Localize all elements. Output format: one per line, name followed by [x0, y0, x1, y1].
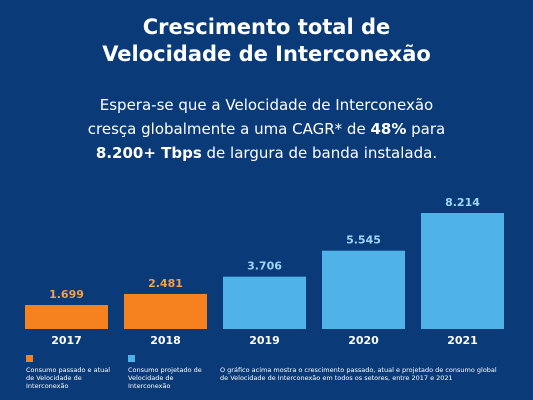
bandwidth-value: 8.200+ Tbps	[95, 144, 202, 162]
cagr-value: 48%	[370, 120, 407, 138]
legend-projected: Consumo projetado de Velocidade de Inter…	[128, 355, 216, 390]
subtitle-text-1: Espera-se que a Velocidade de Interconex…	[99, 96, 434, 114]
legend-past-label: Consumo passado e atual de Velocidade de…	[26, 366, 111, 390]
x-tick-2017: 2017	[51, 334, 82, 347]
chart-title: Crescimento total de Velocidade de Inter…	[0, 14, 533, 68]
title-line-2: Velocidade de Interconexão	[102, 42, 431, 66]
x-tick-2018: 2018	[150, 334, 181, 347]
bar-2017	[25, 305, 108, 329]
legend-past-swatch	[26, 355, 33, 362]
value-label-2017: 1.699	[49, 288, 84, 301]
subtitle-text-4: de largura de banda instalada.	[201, 144, 438, 162]
legend-note: O gráfico acima mostra o crescimento pas…	[220, 366, 505, 382]
subtitle-text-2: cresça globalmente a uma CAGR* de	[87, 120, 371, 138]
title-line-1: Crescimento total de	[142, 15, 391, 39]
bar-2020	[322, 250, 405, 329]
value-label-2020: 5.545	[346, 234, 381, 247]
chart-subtitle: Espera-se que a Velocidade de Interconex…	[0, 93, 533, 165]
bar-2018	[124, 293, 207, 329]
x-tick-2021: 2021	[447, 334, 478, 347]
x-tick-2019: 2019	[249, 334, 280, 347]
subtitle-line-3: 8.200+ Tbps de largura de banda instalad…	[0, 141, 533, 165]
legend-past: Consumo passado e atual de Velocidade de…	[26, 355, 118, 390]
value-label-2021: 8.214	[445, 196, 480, 209]
x-tick-2020: 2020	[348, 334, 379, 347]
value-label-2019: 3.706	[247, 260, 282, 273]
subtitle-line-1: Espera-se que a Velocidade de Interconex…	[0, 93, 533, 117]
legend-note-text: O gráfico acima mostra o crescimento pas…	[220, 366, 497, 382]
value-label-2018: 2.481	[148, 277, 183, 290]
bar-2019	[223, 276, 306, 329]
legend-projected-swatch	[128, 355, 135, 362]
subtitle-line-2: cresça globalmente a uma CAGR* de 48% pa…	[0, 117, 533, 141]
bar-2021	[421, 213, 504, 329]
subtitle-text-3: para	[406, 120, 446, 138]
legend-projected-label: Consumo projetado de Velocidade de Inter…	[128, 366, 202, 390]
